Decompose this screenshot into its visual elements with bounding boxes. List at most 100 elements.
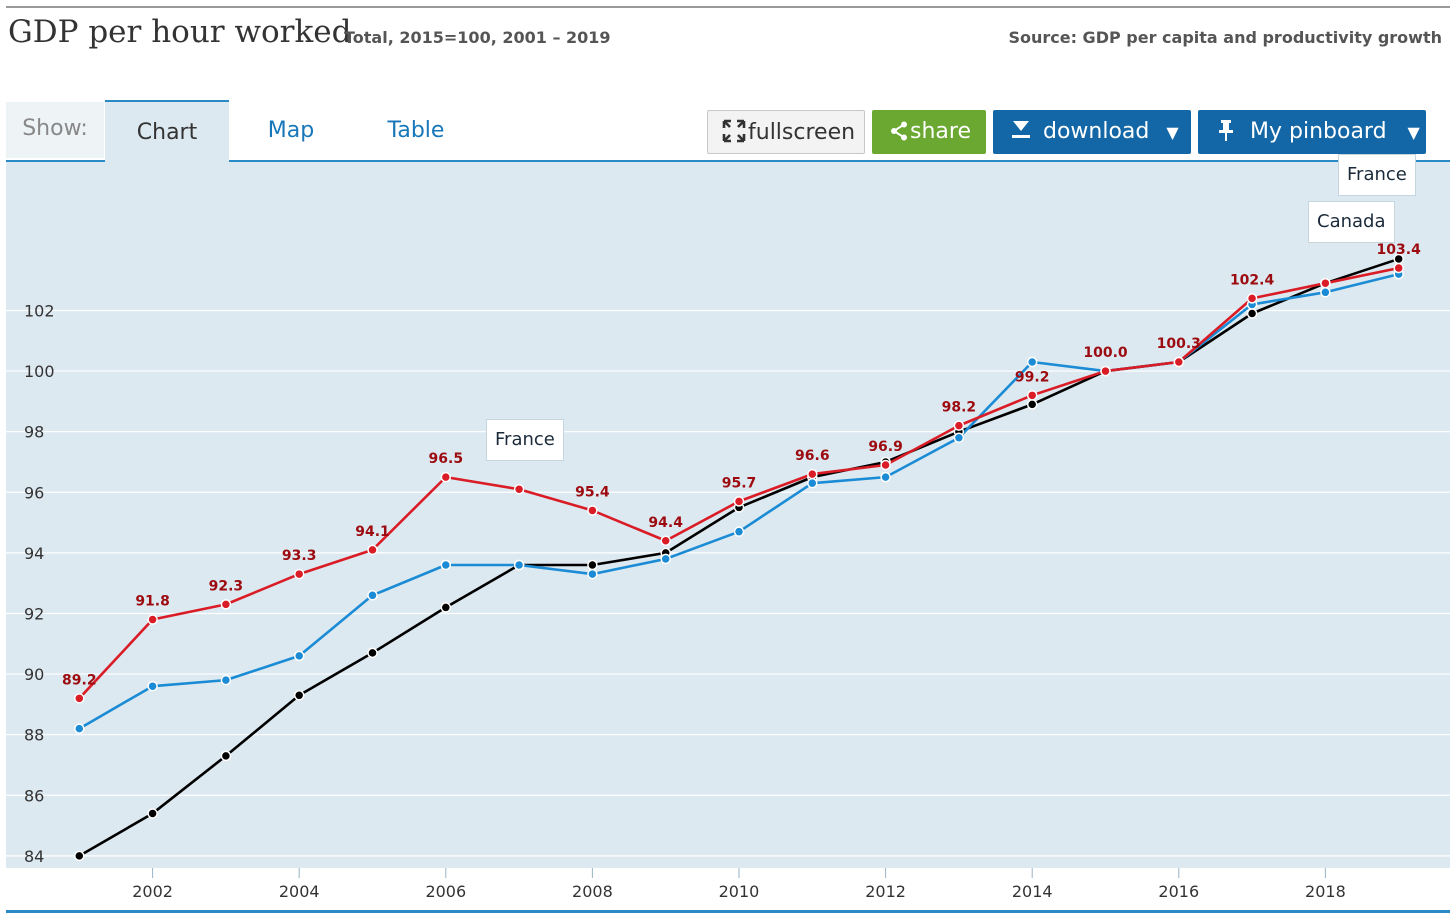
y-tick-label: 96 [24, 483, 44, 502]
data-label-france: 92.3 [209, 578, 244, 594]
data-label-france: 94.4 [648, 515, 683, 531]
point-france [440, 471, 452, 483]
x-tick-label: 2018 [1305, 882, 1346, 901]
data-label-france: 102.4 [1230, 272, 1275, 288]
chevron-down-icon: ▼ [1407, 123, 1420, 142]
point-canada [880, 471, 891, 483]
point-canada [660, 553, 671, 565]
point-france [660, 535, 671, 547]
fullscreen-label: fullscreen [748, 120, 856, 145]
share-icon [890, 110, 908, 154]
point-france [147, 614, 158, 625]
x-tick-label: 2014 [1012, 882, 1053, 901]
point-canada [74, 723, 85, 734]
tooltip-canada-end: Canada [1308, 201, 1395, 243]
download-label: download [1043, 119, 1150, 144]
point-canada [1026, 356, 1038, 368]
point-series-1 [220, 750, 232, 762]
point-canada [220, 674, 232, 686]
pin-icon [1218, 110, 1234, 154]
point-canada [587, 568, 598, 580]
point-france [1320, 277, 1331, 289]
pinboard-label: My pinboard [1250, 119, 1387, 144]
point-france [1393, 262, 1404, 274]
point-canada [807, 477, 818, 489]
point-france [1173, 356, 1185, 368]
x-axis-ticks: 2002 2004 2006 2008 2010 2012 2014 2016 2018 [132, 868, 1346, 901]
y-tick-label: 88 [24, 726, 44, 745]
tab-map[interactable]: Map [267, 118, 315, 143]
tooltip-france-end: France [1338, 154, 1416, 196]
data-label-france: 96.9 [868, 439, 903, 455]
y-tick-label: 98 [24, 423, 44, 442]
point-canada [293, 650, 305, 662]
y-tick-label: 84 [24, 847, 44, 866]
view-tab-bar: Show: Chart Map Table fullscreen share d… [6, 100, 1450, 162]
point-canada [513, 559, 525, 571]
y-tick-label: 100 [24, 362, 55, 381]
expand-icon [722, 111, 746, 155]
x-tick-label: 2010 [719, 882, 760, 901]
point-france [880, 459, 891, 471]
pinboard-button[interactable]: My pinboard ▼ [1198, 110, 1426, 154]
tab-table[interactable]: Table [387, 118, 445, 143]
point-series-1 [440, 602, 452, 613]
y-tick-label: 86 [24, 786, 44, 805]
x-tick-label: 2004 [279, 882, 320, 901]
point-france [953, 420, 965, 431]
data-label-france: 95.7 [722, 475, 757, 491]
fullscreen-button[interactable]: fullscreen [707, 110, 865, 154]
data-label-france: 94.1 [355, 524, 390, 540]
point-france [807, 468, 818, 480]
data-label-france: 91.8 [135, 594, 170, 610]
y-tick-label: 94 [24, 544, 44, 563]
point-france [220, 599, 232, 610]
data-label-france: 103.4 [1377, 242, 1422, 258]
share-button[interactable]: share [872, 110, 986, 154]
data-labels: 89.2 91.8 92.3 93.3 94.1 96.5 95.4 94.4 95.7 96.6… [62, 242, 1421, 688]
tab-chart[interactable]: Chart [105, 100, 229, 162]
point-series-1 [74, 850, 85, 862]
point-canada [953, 432, 965, 443]
data-label-france: 100.0 [1083, 345, 1128, 361]
point-canada [440, 559, 452, 571]
show-label: Show: [6, 102, 104, 158]
point-canada [147, 680, 158, 692]
page-title: GDP per hour worked [8, 14, 352, 50]
point-series-1 [1246, 308, 1258, 319]
data-label-france: 93.3 [282, 548, 317, 564]
point-series-1 [367, 647, 378, 659]
top-rule [6, 6, 1450, 8]
point-france [1026, 390, 1038, 401]
point-series-1 [147, 808, 158, 819]
download-button[interactable]: download ▼ [993, 110, 1191, 154]
data-label-france: 95.4 [575, 484, 610, 500]
y-axis-ticks: 84 86 88 90 92 94 96 98 100 102 [24, 301, 55, 865]
point-series-1 [1026, 399, 1038, 410]
data-label-france: 96.6 [795, 448, 830, 464]
download-icon [1011, 110, 1031, 154]
source-link[interactable]: Source: GDP per capita and productivity … [1008, 28, 1442, 47]
point-france [587, 505, 598, 516]
point-france [367, 544, 378, 556]
data-label-france: 89.2 [62, 672, 97, 688]
series-points [74, 253, 1404, 862]
point-france [293, 568, 305, 580]
point-france [1246, 293, 1258, 304]
share-label: share [910, 119, 971, 144]
point-france [74, 693, 85, 704]
tooltip-france: France [486, 419, 564, 461]
point-series-1 [293, 690, 305, 701]
y-tick-label: 90 [24, 665, 44, 684]
x-tick-label: 2006 [425, 882, 466, 901]
data-label-france: 100.3 [1157, 336, 1201, 352]
x-tick-label: 2002 [132, 882, 173, 901]
point-france [1100, 365, 1111, 377]
point-canada [733, 526, 745, 537]
data-label-france: 96.5 [429, 451, 464, 467]
point-france [733, 496, 745, 507]
y-tick-label: 102 [24, 301, 55, 320]
chart-subtitle: Total, 2015=100, 2001 – 2019 [344, 28, 611, 47]
point-series-1 [587, 559, 598, 571]
